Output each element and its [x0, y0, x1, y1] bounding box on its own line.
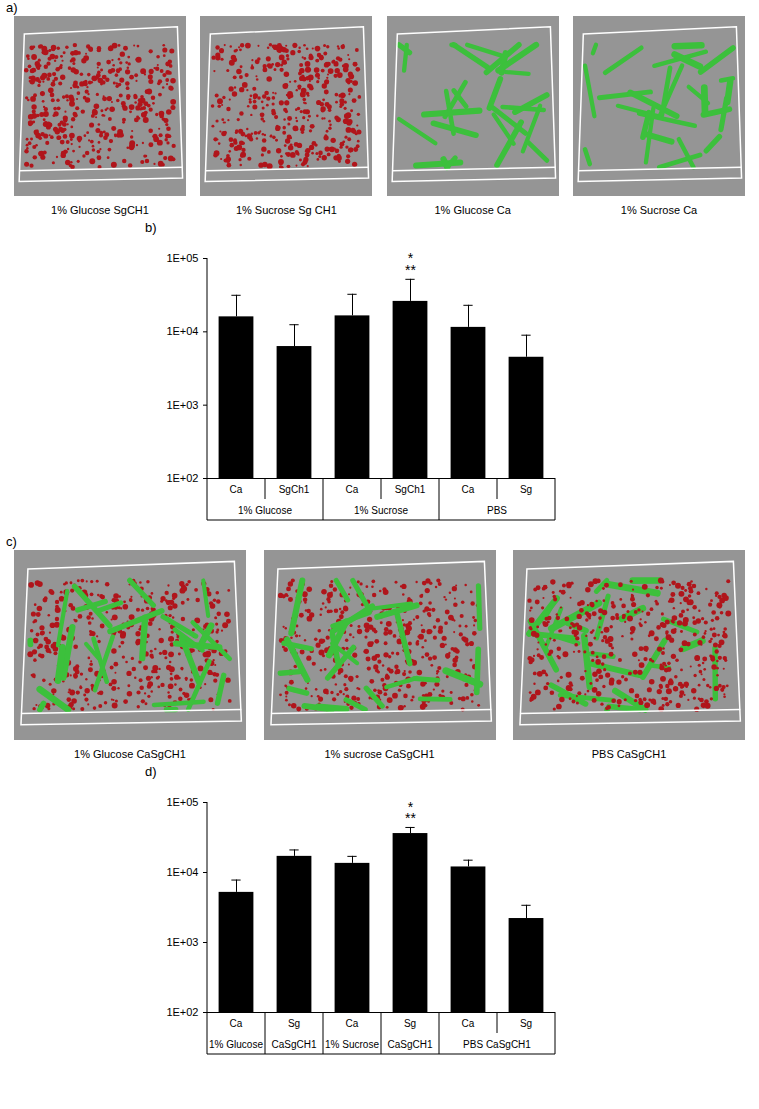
svg-text:CaSgCH1: CaSgCH1 — [271, 1039, 316, 1050]
svg-text:1E+05: 1E+05 — [166, 252, 198, 264]
svg-text:Sg: Sg — [404, 1018, 416, 1029]
svg-text:1E+04: 1E+04 — [166, 866, 198, 878]
html-text:1% Glucose Ca: 1% Glucose Ca — [434, 204, 511, 216]
svg-text:Ca: Ca — [462, 1018, 475, 1029]
html-text:1% Glucose SgCH1: 1% Glucose SgCH1 — [51, 204, 149, 216]
svg-text:PBS CaSgCH1: PBS CaSgCH1 — [463, 1039, 531, 1050]
svg-text:Ca: Ca — [230, 484, 243, 495]
html-text:1% Sucrose Sg CH1: 1% Sucrose Sg CH1 — [235, 204, 337, 216]
svg-text:Ca: Ca — [230, 1018, 243, 1029]
svg-text:1E+02: 1E+02 — [166, 472, 198, 484]
html-text:1% Sucrose Ca: 1% Sucrose Ca — [620, 204, 698, 216]
svg-text:1E+05: 1E+05 — [166, 796, 198, 808]
svg-text:1% Glucose: 1% Glucose — [238, 505, 292, 516]
html-text:PBS CaSgCH1: PBS CaSgCH1 — [591, 748, 667, 760]
svg-text:Ca: Ca — [346, 484, 359, 495]
svg-text:SgCh1: SgCh1 — [279, 484, 310, 495]
svg-text:Sg: Sg — [288, 1018, 300, 1029]
svg-text:1E+02: 1E+02 — [166, 1006, 198, 1018]
svg-text:Sg: Sg — [520, 1018, 532, 1029]
svg-text:Ca: Ca — [346, 1018, 359, 1029]
svg-text:CaSgCH1: CaSgCH1 — [387, 1039, 432, 1050]
svg-text:1% Sucrose: 1% Sucrose — [325, 1039, 379, 1050]
svg-text:1E+04: 1E+04 — [166, 325, 198, 337]
svg-text:1E+03: 1E+03 — [166, 399, 198, 411]
html-text:a): a) — [6, 0, 18, 15]
svg-text:***: *** — [405, 250, 416, 278]
svg-text:PBS: PBS — [487, 505, 507, 516]
svg-text:SgCh1: SgCh1 — [395, 484, 426, 495]
html-text:b): b) — [145, 220, 157, 235]
html-text:1% sucrose CaSgCH1: 1% sucrose CaSgCH1 — [324, 748, 435, 760]
svg-text:***: *** — [405, 799, 416, 827]
html-text:1% Glucose CaSgCH1: 1% Glucose CaSgCH1 — [74, 748, 186, 760]
svg-text:Sg: Sg — [520, 484, 532, 495]
svg-text:1% Sucrose: 1% Sucrose — [354, 505, 408, 516]
svg-text:1E+03: 1E+03 — [166, 936, 198, 948]
svg-text:1% Glucose: 1% Glucose — [209, 1039, 263, 1050]
svg-text:Ca: Ca — [462, 484, 475, 495]
html-text:d): d) — [145, 764, 157, 779]
html-text:c): c) — [6, 534, 17, 549]
